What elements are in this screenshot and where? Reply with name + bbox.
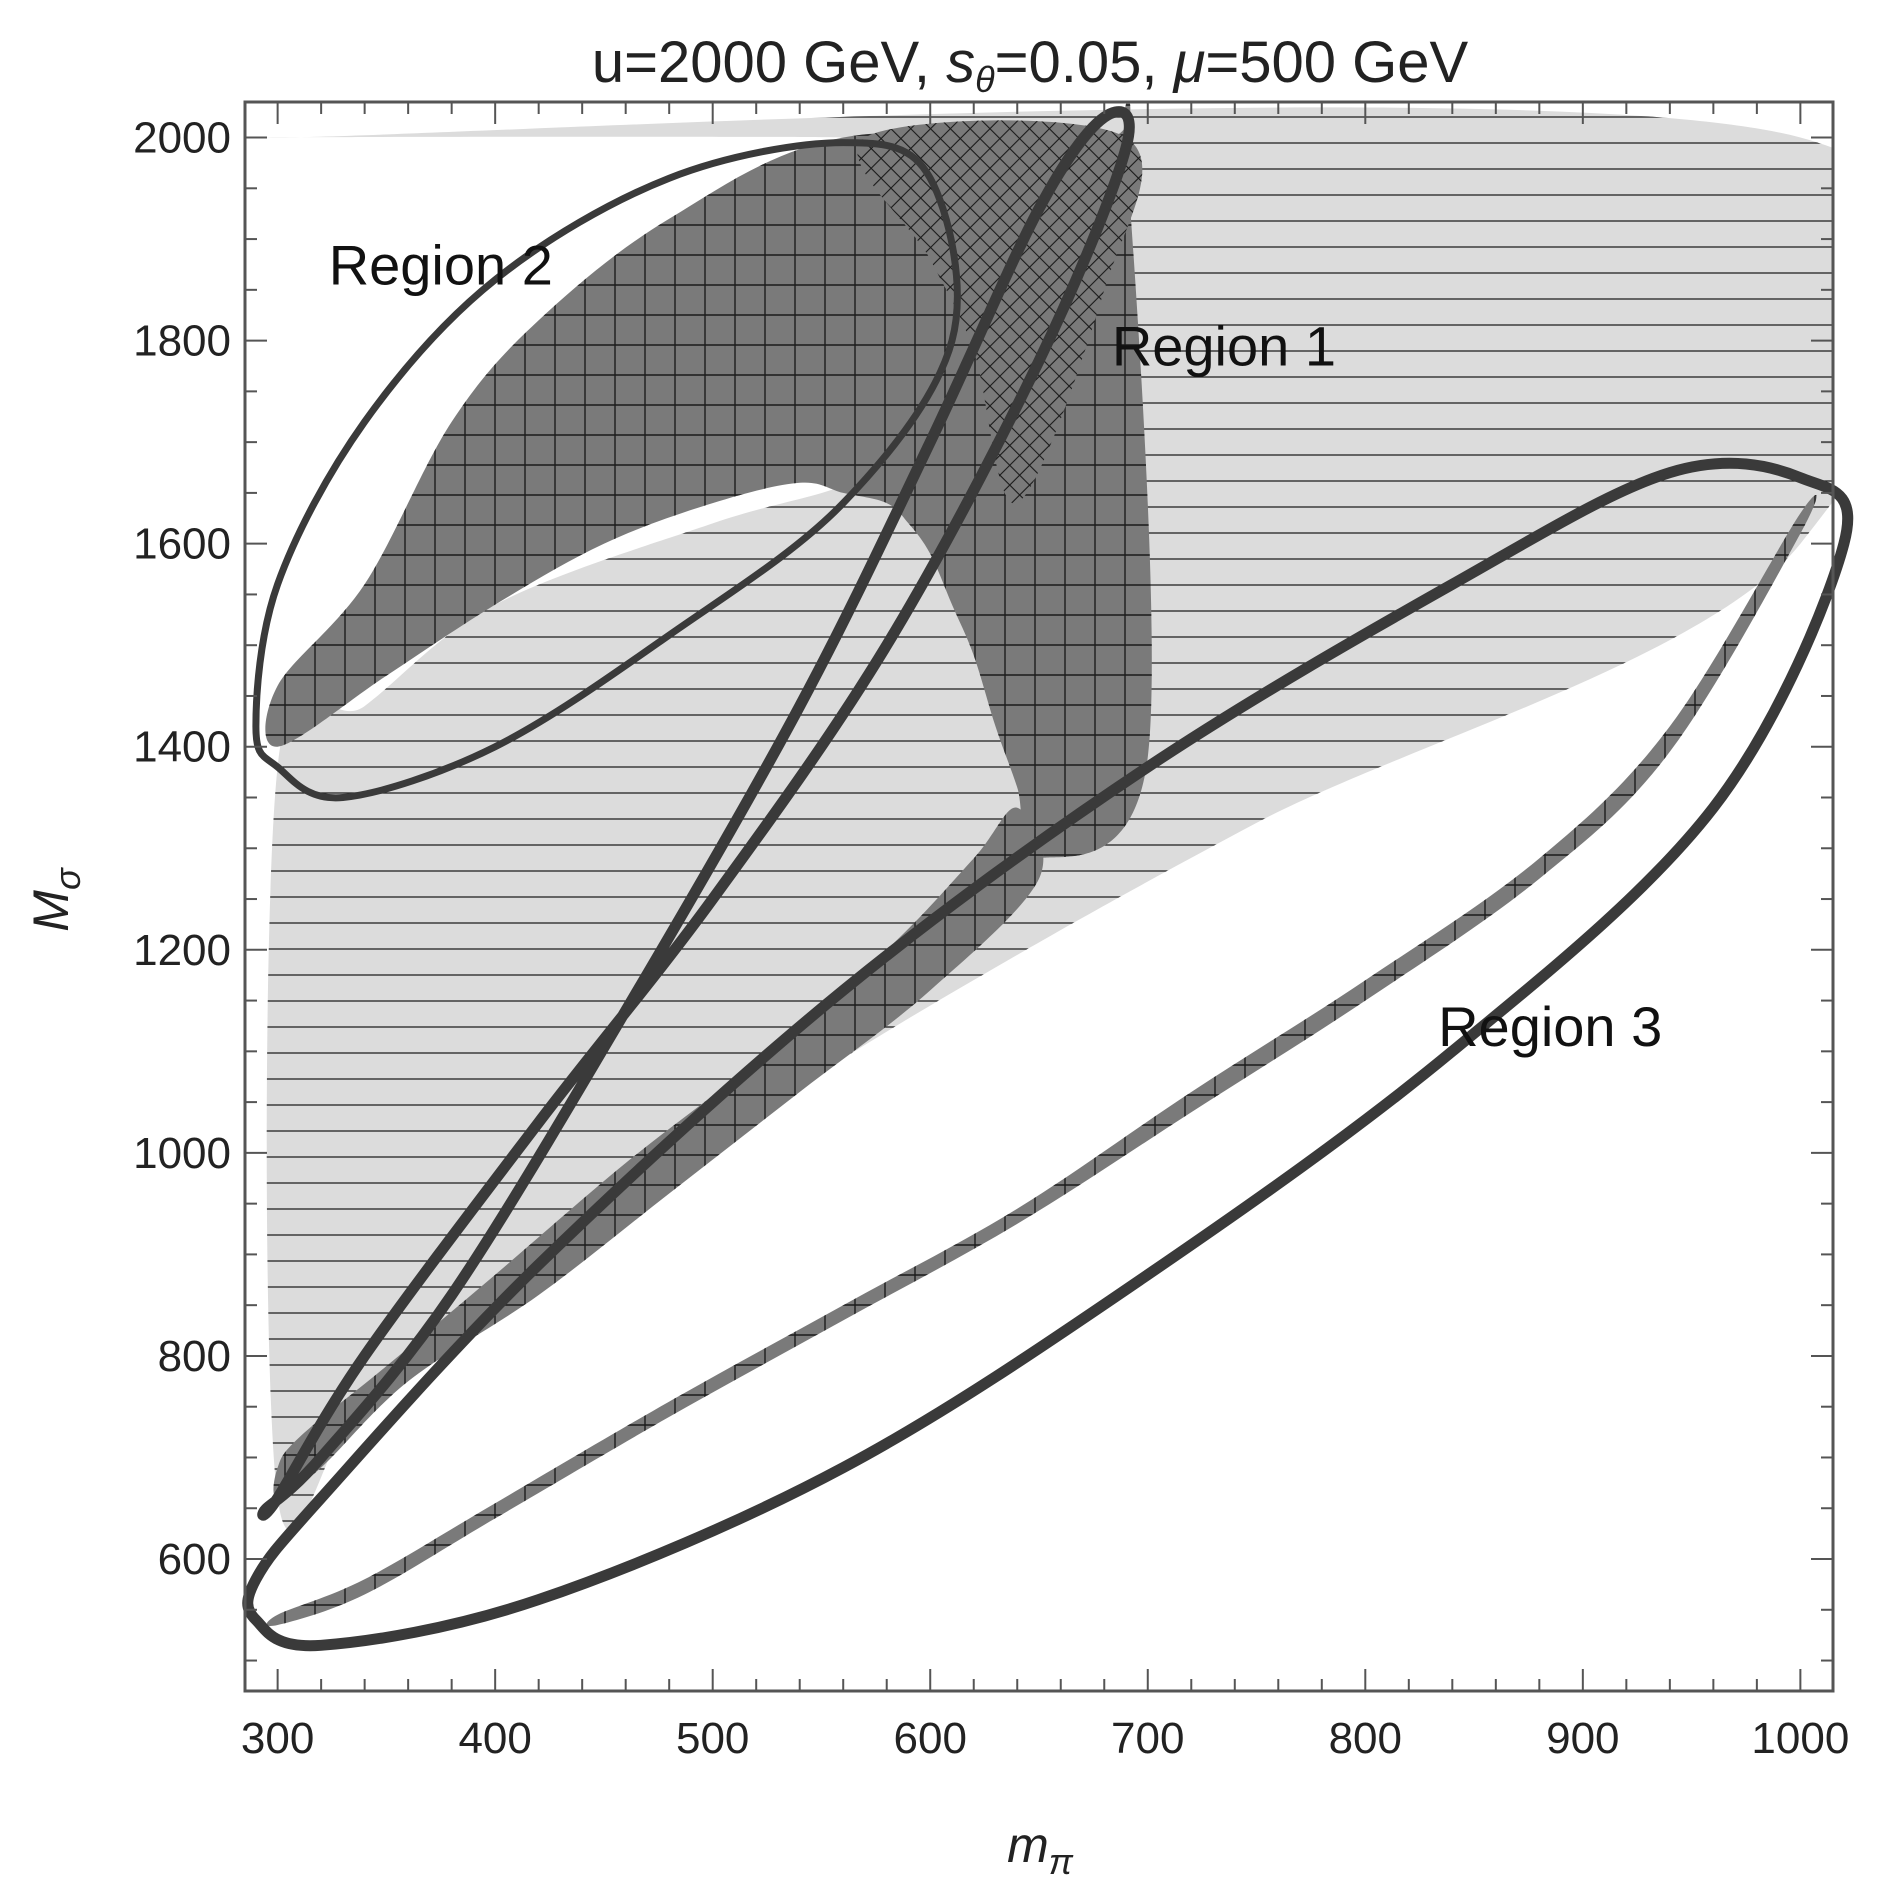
x-tick-label: 500 (676, 1714, 749, 1763)
x-tick-label: 900 (1546, 1714, 1619, 1763)
title-s-subscript: θ (975, 59, 995, 100)
x-tick-label: 400 (458, 1714, 531, 1763)
ellipse-region-1 (257, 106, 1135, 1521)
x-axis-title: mπ (1007, 1817, 1074, 1882)
y-axis-symbol: M (23, 890, 79, 932)
y-tick-label: 1200 (133, 926, 231, 975)
ellipse-region-3 (242, 457, 1854, 1652)
label-region-2: Region 2 (329, 233, 553, 296)
y-tick-label: 800 (158, 1332, 231, 1381)
y-tick-label: 1000 (133, 1129, 231, 1178)
chart-title: u=2000 GeV, sθ=0.05, μ=500 GeV (592, 30, 1469, 100)
y-axis-subscript: σ (47, 867, 88, 890)
ellipse-region-2 (252, 139, 961, 802)
x-axis-subscript: π (1049, 1841, 1074, 1882)
x-axis-symbol: m (1007, 1817, 1049, 1873)
y-tick-label: 2000 (133, 114, 231, 163)
region-labels-layer: Region 2 Region 1 Region 3 (329, 233, 1663, 1058)
title-s-value: =0.05, (995, 30, 1174, 95)
y-axis-title: Mσ (23, 867, 88, 932)
y-tick-label: 1400 (133, 723, 231, 772)
x-tick-label: 600 (894, 1714, 967, 1763)
y-tick-label: 1800 (133, 317, 231, 366)
x-tick-label: 700 (1111, 1714, 1184, 1763)
y-tick-label: 1600 (133, 520, 231, 569)
upper-dark-band-hatch (265, 102, 1152, 859)
ticks-layer (245, 102, 1833, 1691)
x-tick-label: 1000 (1751, 1714, 1849, 1763)
regions-layer (252, 102, 1833, 1626)
y-tick-label: 600 (158, 1535, 231, 1584)
title-mu-symbol: μ (1172, 30, 1206, 95)
x-tick-label: 800 (1329, 1714, 1402, 1763)
label-region-3: Region 3 (1438, 995, 1662, 1058)
plot-frame (243, 100, 1835, 1693)
tick-labels-layer: 300 400 500 600 700 800 900 1000 600 800 1000 1200 1… (133, 114, 1849, 1763)
x-tick-label: 300 (241, 1714, 314, 1763)
title-prefix: u=2000 GeV, (592, 30, 946, 95)
title-s-symbol: s (946, 30, 975, 95)
upper-crosshatch-lens-hatch (857, 120, 1143, 504)
label-region-1: Region 1 (1112, 315, 1336, 378)
ellipses-layer (242, 106, 1854, 1652)
title-mu-value: =500 GeV (1205, 30, 1468, 95)
